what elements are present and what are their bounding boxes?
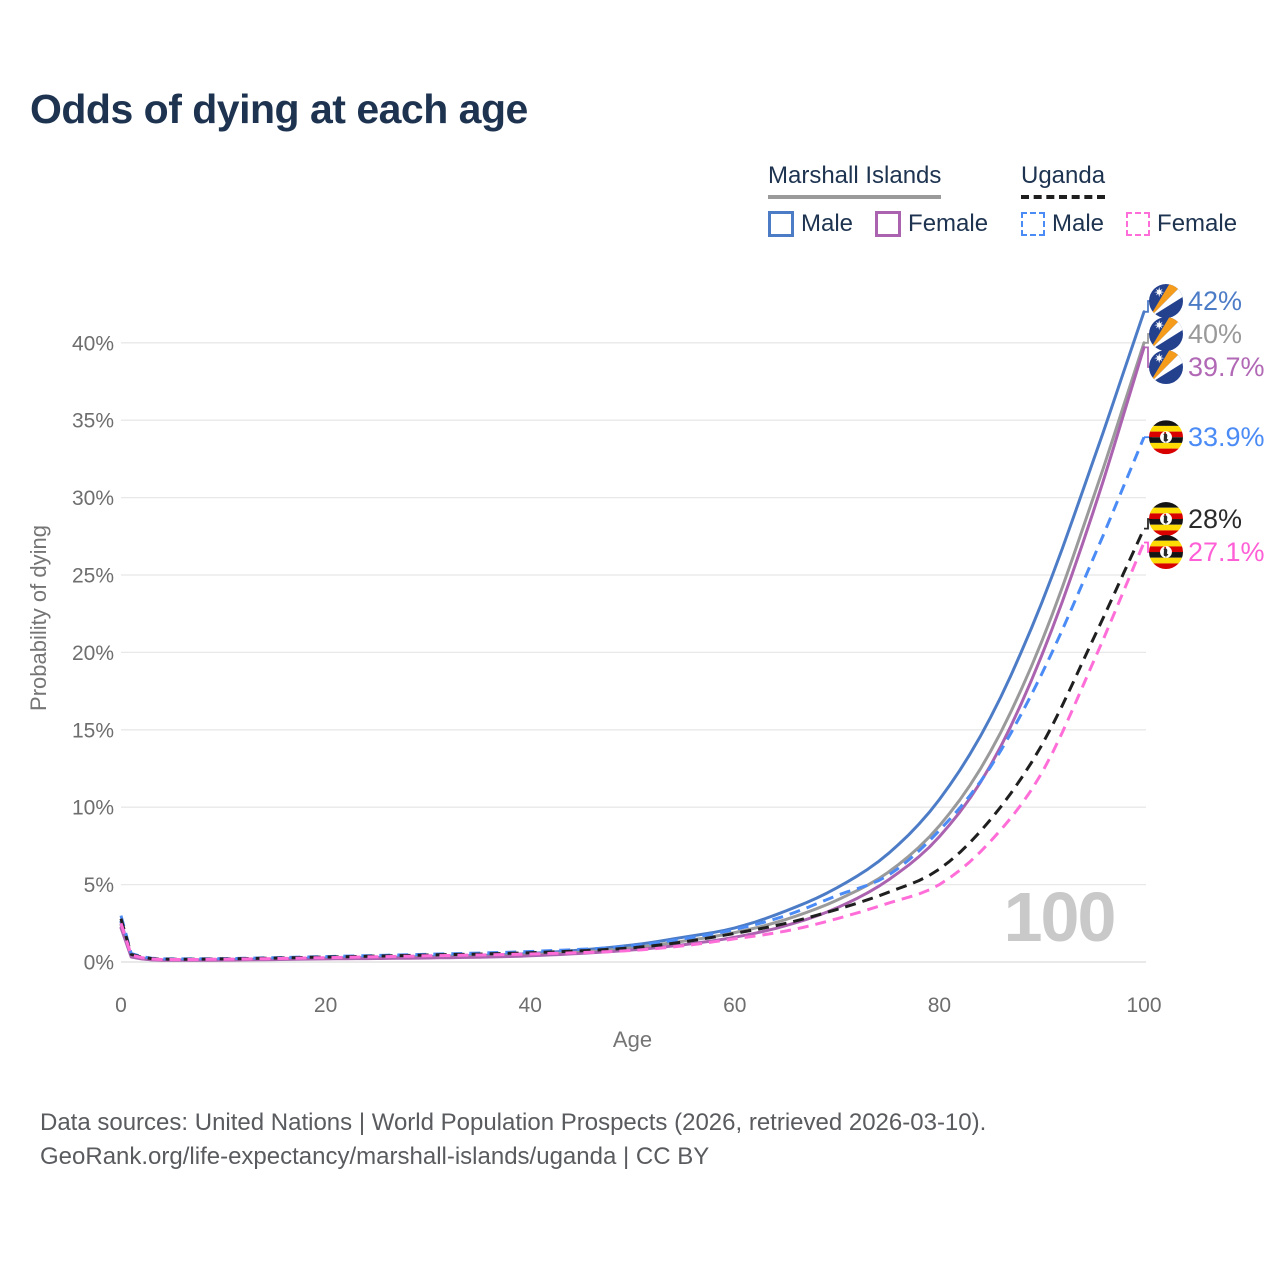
end-value-label: 33.9% xyxy=(1188,422,1265,452)
legend-label-mh-male: Male xyxy=(801,210,854,237)
marshall-islands-flag-icon xyxy=(1149,284,1183,318)
x-tick-label: 100 xyxy=(1126,994,1161,1017)
x-axis-title: Age xyxy=(613,1027,652,1052)
end-value-label: 40% xyxy=(1188,319,1242,349)
uganda-flag-icon xyxy=(1149,535,1183,569)
data-source-note: Data sources: United Nations | World Pop… xyxy=(40,1106,986,1174)
y-tick-label: 20% xyxy=(72,642,114,665)
y-tick-label: 5% xyxy=(84,874,114,897)
x-tick-label: 80 xyxy=(928,994,951,1017)
y-tick-label: 25% xyxy=(72,565,114,588)
legend-row-uganda: Male Female xyxy=(1021,210,1237,238)
legend-country-marshall-islands: Marshall Islands xyxy=(768,162,942,199)
uganda-flag-icon xyxy=(1149,502,1183,536)
series-line xyxy=(119,436,1146,961)
series-line xyxy=(119,527,1146,961)
legend-row-marshall-islands: Male Female xyxy=(768,210,988,238)
legend-item-mh-female: Female xyxy=(875,210,988,238)
series-line xyxy=(119,310,1146,962)
end-value-label: 39.7% xyxy=(1188,352,1265,382)
chart-title: Odds of dying at each age xyxy=(30,86,528,132)
y-axis-title: Probability of dying xyxy=(26,525,51,711)
series-line xyxy=(119,345,1146,962)
age-watermark: 100 xyxy=(1004,878,1115,956)
end-value-label: 28% xyxy=(1188,504,1242,534)
y-tick-label: 35% xyxy=(72,410,114,433)
ug-female-swatch-icon xyxy=(1126,212,1151,236)
end-value-label: 27.1% xyxy=(1188,537,1265,567)
x-tick-label: 20 xyxy=(314,994,337,1017)
legend-group-marshall-islands: Marshall Islands Male Female xyxy=(768,162,988,238)
end-value-label: 42% xyxy=(1188,286,1242,316)
data-source-line: Data sources: United Nations | World Pop… xyxy=(40,1109,987,1136)
y-tick-label: 30% xyxy=(72,487,114,510)
legend-country-uganda: Uganda xyxy=(1021,162,1106,199)
y-tick-label: 40% xyxy=(72,332,114,355)
ug-male-swatch-icon xyxy=(1021,212,1045,236)
attribution-line: GeoRank.org/life-expectancy/marshall-isl… xyxy=(40,1143,710,1170)
marshall-islands-flag-icon xyxy=(1149,317,1183,351)
legend-item-ug-female: Female xyxy=(1126,210,1237,238)
y-tick-label: 15% xyxy=(72,719,114,742)
y-tick-label: 0% xyxy=(84,952,114,975)
marshall-islands-flag-icon xyxy=(1149,350,1183,384)
x-tick-label: 40 xyxy=(519,994,542,1017)
legend-label-ug-male: Male xyxy=(1052,210,1105,237)
mh-female-swatch-icon xyxy=(875,211,902,237)
legend-item-ug-male: Male xyxy=(1021,210,1104,238)
mh-male-swatch-icon xyxy=(768,211,794,237)
x-tick-label: 0 xyxy=(115,994,127,1017)
legend-label-ug-female: Female xyxy=(1157,210,1238,237)
y-tick-label: 10% xyxy=(72,797,114,820)
legend-item-mh-male: Male xyxy=(768,210,853,238)
legend-label-mh-female: Female xyxy=(908,210,989,237)
series-line xyxy=(119,341,1146,962)
x-tick-label: 60 xyxy=(723,994,746,1017)
legend-group-uganda: Uganda Male Female xyxy=(1021,162,1237,238)
uganda-flag-icon xyxy=(1149,420,1183,454)
